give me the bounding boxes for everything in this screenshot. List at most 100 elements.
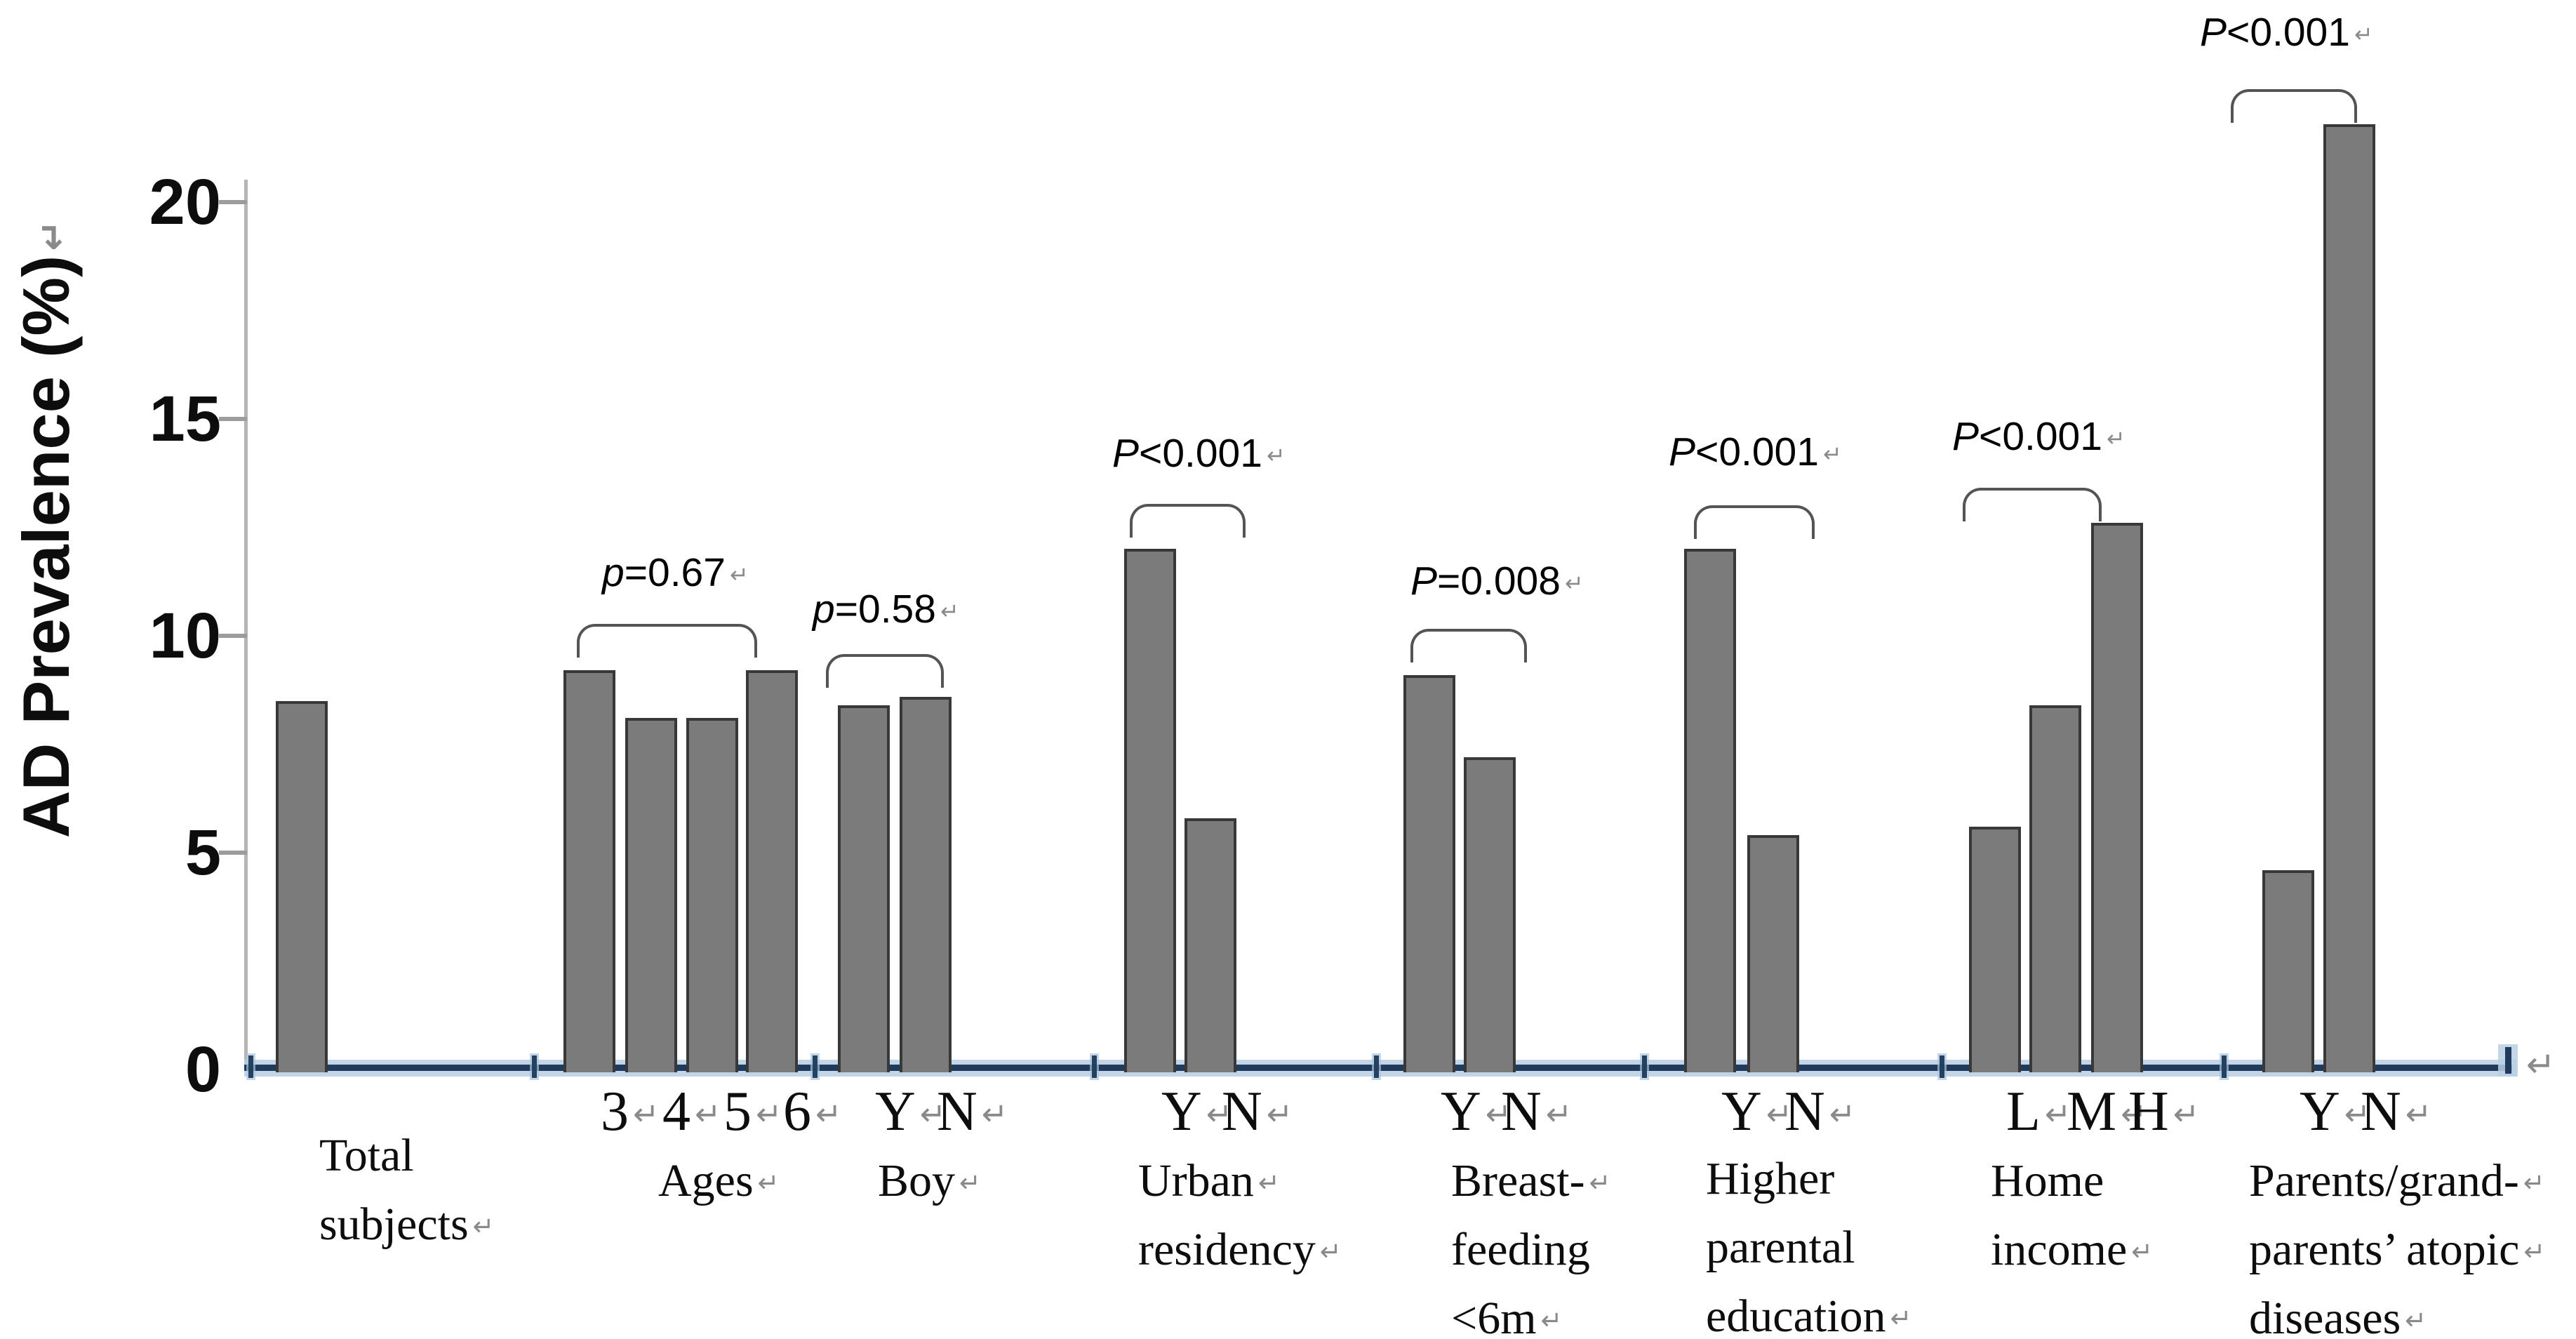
significance-bracket-home-income xyxy=(1963,488,2102,521)
bar-parents-grandparents-atopic-diseases-n xyxy=(2323,124,2375,1072)
group-label-breast-feeding-under-6m-line3: <6m ↵ xyxy=(1451,1294,1563,1339)
return-char-icon: ↵ xyxy=(1266,442,1286,469)
bar-breast-feeding-under-6m-y xyxy=(1403,675,1455,1072)
significance-bracket-higher-parental-education xyxy=(1694,505,1815,539)
x-axis-separator-tick xyxy=(2222,1055,2227,1078)
return-char-icon: ↵ xyxy=(1829,1095,1856,1133)
return-char-icon: ↵ xyxy=(2354,21,2373,48)
return-char-icon: ↵ xyxy=(1545,1095,1573,1133)
group-label-urban-residency-line1: Urban ↵ xyxy=(1138,1157,1280,1208)
group-label-parents-grandparents-atopic-diseases-line3: diseases ↵ xyxy=(2249,1294,2427,1339)
bar-ages-3 xyxy=(563,670,615,1072)
group-label-text: Breast- xyxy=(1451,1155,1585,1206)
group-label-home-income-line1: Home xyxy=(1991,1157,2104,1206)
group-label-text: parents’ atopic xyxy=(2249,1224,2520,1275)
return-char-icon: ↵ xyxy=(1766,1095,1793,1133)
x-axis-separator-tick xyxy=(813,1055,817,1078)
x-category-label-text: 4 xyxy=(662,1081,690,1143)
group-label-parents-grandparents-atopic-diseases-line2: parents’ atopic ↵ xyxy=(2249,1225,2545,1277)
x-category-label-text: 5 xyxy=(723,1081,752,1143)
bar-home-income-h xyxy=(2091,523,2143,1072)
return-char-icon: ↵ xyxy=(695,1095,721,1133)
x-category-label-text: L xyxy=(2006,1081,2041,1143)
x-category-label: Y ↵ xyxy=(1441,1082,1511,1144)
bar-ages-4 xyxy=(625,718,677,1072)
group-label-ages-line1: Ages ↵ xyxy=(658,1157,780,1208)
x-category-label-text: Y xyxy=(2300,1081,2340,1143)
bar-home-income-m xyxy=(2029,705,2081,1072)
group-label-text: income xyxy=(1991,1224,2128,1275)
y-axis-line xyxy=(244,180,248,1071)
x-axis-separator-tick xyxy=(1092,1055,1097,1078)
group-label-breast-feeding-under-6m-line2: feeding xyxy=(1451,1225,1590,1274)
bar-total-subjects xyxy=(276,701,328,1072)
x-category-label-text: Y xyxy=(875,1081,916,1143)
group-label-text: feeding xyxy=(1451,1224,1590,1275)
bar-home-income-l xyxy=(1969,827,2021,1072)
group-label-higher-parental-education-line1: Higher xyxy=(1706,1154,1834,1204)
p-value-label-higher-parental-education: P<0.001 ↵ xyxy=(1669,431,1842,475)
p-value-label-ages: p=0.67 ↵ xyxy=(602,552,749,596)
significance-bracket-urban-residency xyxy=(1130,504,1246,538)
p-value-symbol: p xyxy=(813,587,835,632)
return-char-icon: ↵ xyxy=(756,1095,782,1133)
return-char-icon: ↵ xyxy=(815,1095,842,1133)
return-char-icon: ↵ xyxy=(981,1095,1008,1133)
return-char-icon: ↵ xyxy=(2173,1095,2200,1133)
group-label-higher-parental-education-line2: parental xyxy=(1706,1223,1855,1272)
p-value-text: =0.008 xyxy=(1437,559,1561,604)
p-value-symbol: P xyxy=(1112,431,1140,476)
return-char-icon: ↵ xyxy=(1485,1095,1512,1133)
return-char-icon: ↵ xyxy=(2121,1095,2147,1133)
return-char-icon: ↵ xyxy=(2405,1095,2432,1133)
p-value-text: =0.58 xyxy=(834,587,936,632)
x-category-label-text: 3 xyxy=(601,1081,629,1143)
p-value-text: <0.001 xyxy=(2227,10,2350,55)
return-char-icon: ↵ xyxy=(729,561,749,589)
p-value-symbol: P xyxy=(1669,429,1696,474)
p-value-text: <0.001 xyxy=(1695,429,1819,474)
x-category-label-text: M xyxy=(2067,1081,2117,1143)
bar-boy-n xyxy=(900,697,952,1072)
group-label-text: Parents/grand- xyxy=(2249,1155,2519,1206)
bar-urban-residency-y xyxy=(1124,549,1176,1072)
group-label-text: Higher xyxy=(1706,1153,1835,1204)
x-category-label-text: H xyxy=(2128,1081,2169,1143)
bar-parents-grandparents-atopic-diseases-y xyxy=(2262,870,2314,1072)
y-axis-tick xyxy=(219,200,247,204)
x-axis-end-cap xyxy=(2505,1047,2511,1074)
return-char-icon: ↵ xyxy=(2131,1237,2154,1267)
x-category-label: H ↵ xyxy=(2128,1082,2199,1144)
x-category-label: L ↵ xyxy=(2006,1082,2071,1144)
y-axis-tick-label: 0 xyxy=(185,1034,221,1105)
y-axis-tick-label: 15 xyxy=(149,383,221,455)
return-char-icon: ↵ xyxy=(2106,425,2125,453)
y-axis-tick-label: 5 xyxy=(185,817,221,888)
significance-bracket-ages xyxy=(577,624,757,658)
significance-bracket-boy xyxy=(826,654,944,688)
p-value-label-breast-feeding-under-6m: P=0.008 ↵ xyxy=(1410,560,1584,604)
group-label-boy-line1: Boy ↵ xyxy=(878,1157,981,1208)
bar-ages-5 xyxy=(686,718,738,1072)
x-category-label: M ↵ xyxy=(2067,1082,2147,1144)
p-value-text: =0.67 xyxy=(624,550,726,595)
group-label-text: residency xyxy=(1138,1224,1316,1275)
x-category-label: N ↵ xyxy=(937,1082,1008,1144)
x-category-label: Y ↵ xyxy=(875,1082,946,1144)
bar-ages-6 xyxy=(746,670,798,1072)
p-value-text: <0.001 xyxy=(1979,414,2102,459)
x-category-label-text: N xyxy=(1784,1081,1825,1143)
return-char-icon: ↵ xyxy=(2044,1095,2071,1133)
significance-bracket-parents-grandparents-atopic-diseases xyxy=(2231,89,2357,123)
p-value-label-urban-residency: P<0.001 ↵ xyxy=(1112,432,1286,477)
p-value-text: <0.001 xyxy=(1139,431,1262,476)
p-value-label-home-income: P<0.001 ↵ xyxy=(1952,415,2125,460)
group-label-text: parental xyxy=(1706,1222,1855,1273)
return-char-icon: ↵ xyxy=(2405,1305,2427,1336)
group-label-breast-feeding-under-6m-line1: Breast- ↵ xyxy=(1451,1157,1611,1208)
return-char-icon: ↵ xyxy=(2523,1237,2546,1267)
x-axis-separator-tick xyxy=(1940,1055,1944,1078)
x-category-label-text: 6 xyxy=(783,1081,811,1143)
group-label-text: Ages xyxy=(658,1155,754,1206)
